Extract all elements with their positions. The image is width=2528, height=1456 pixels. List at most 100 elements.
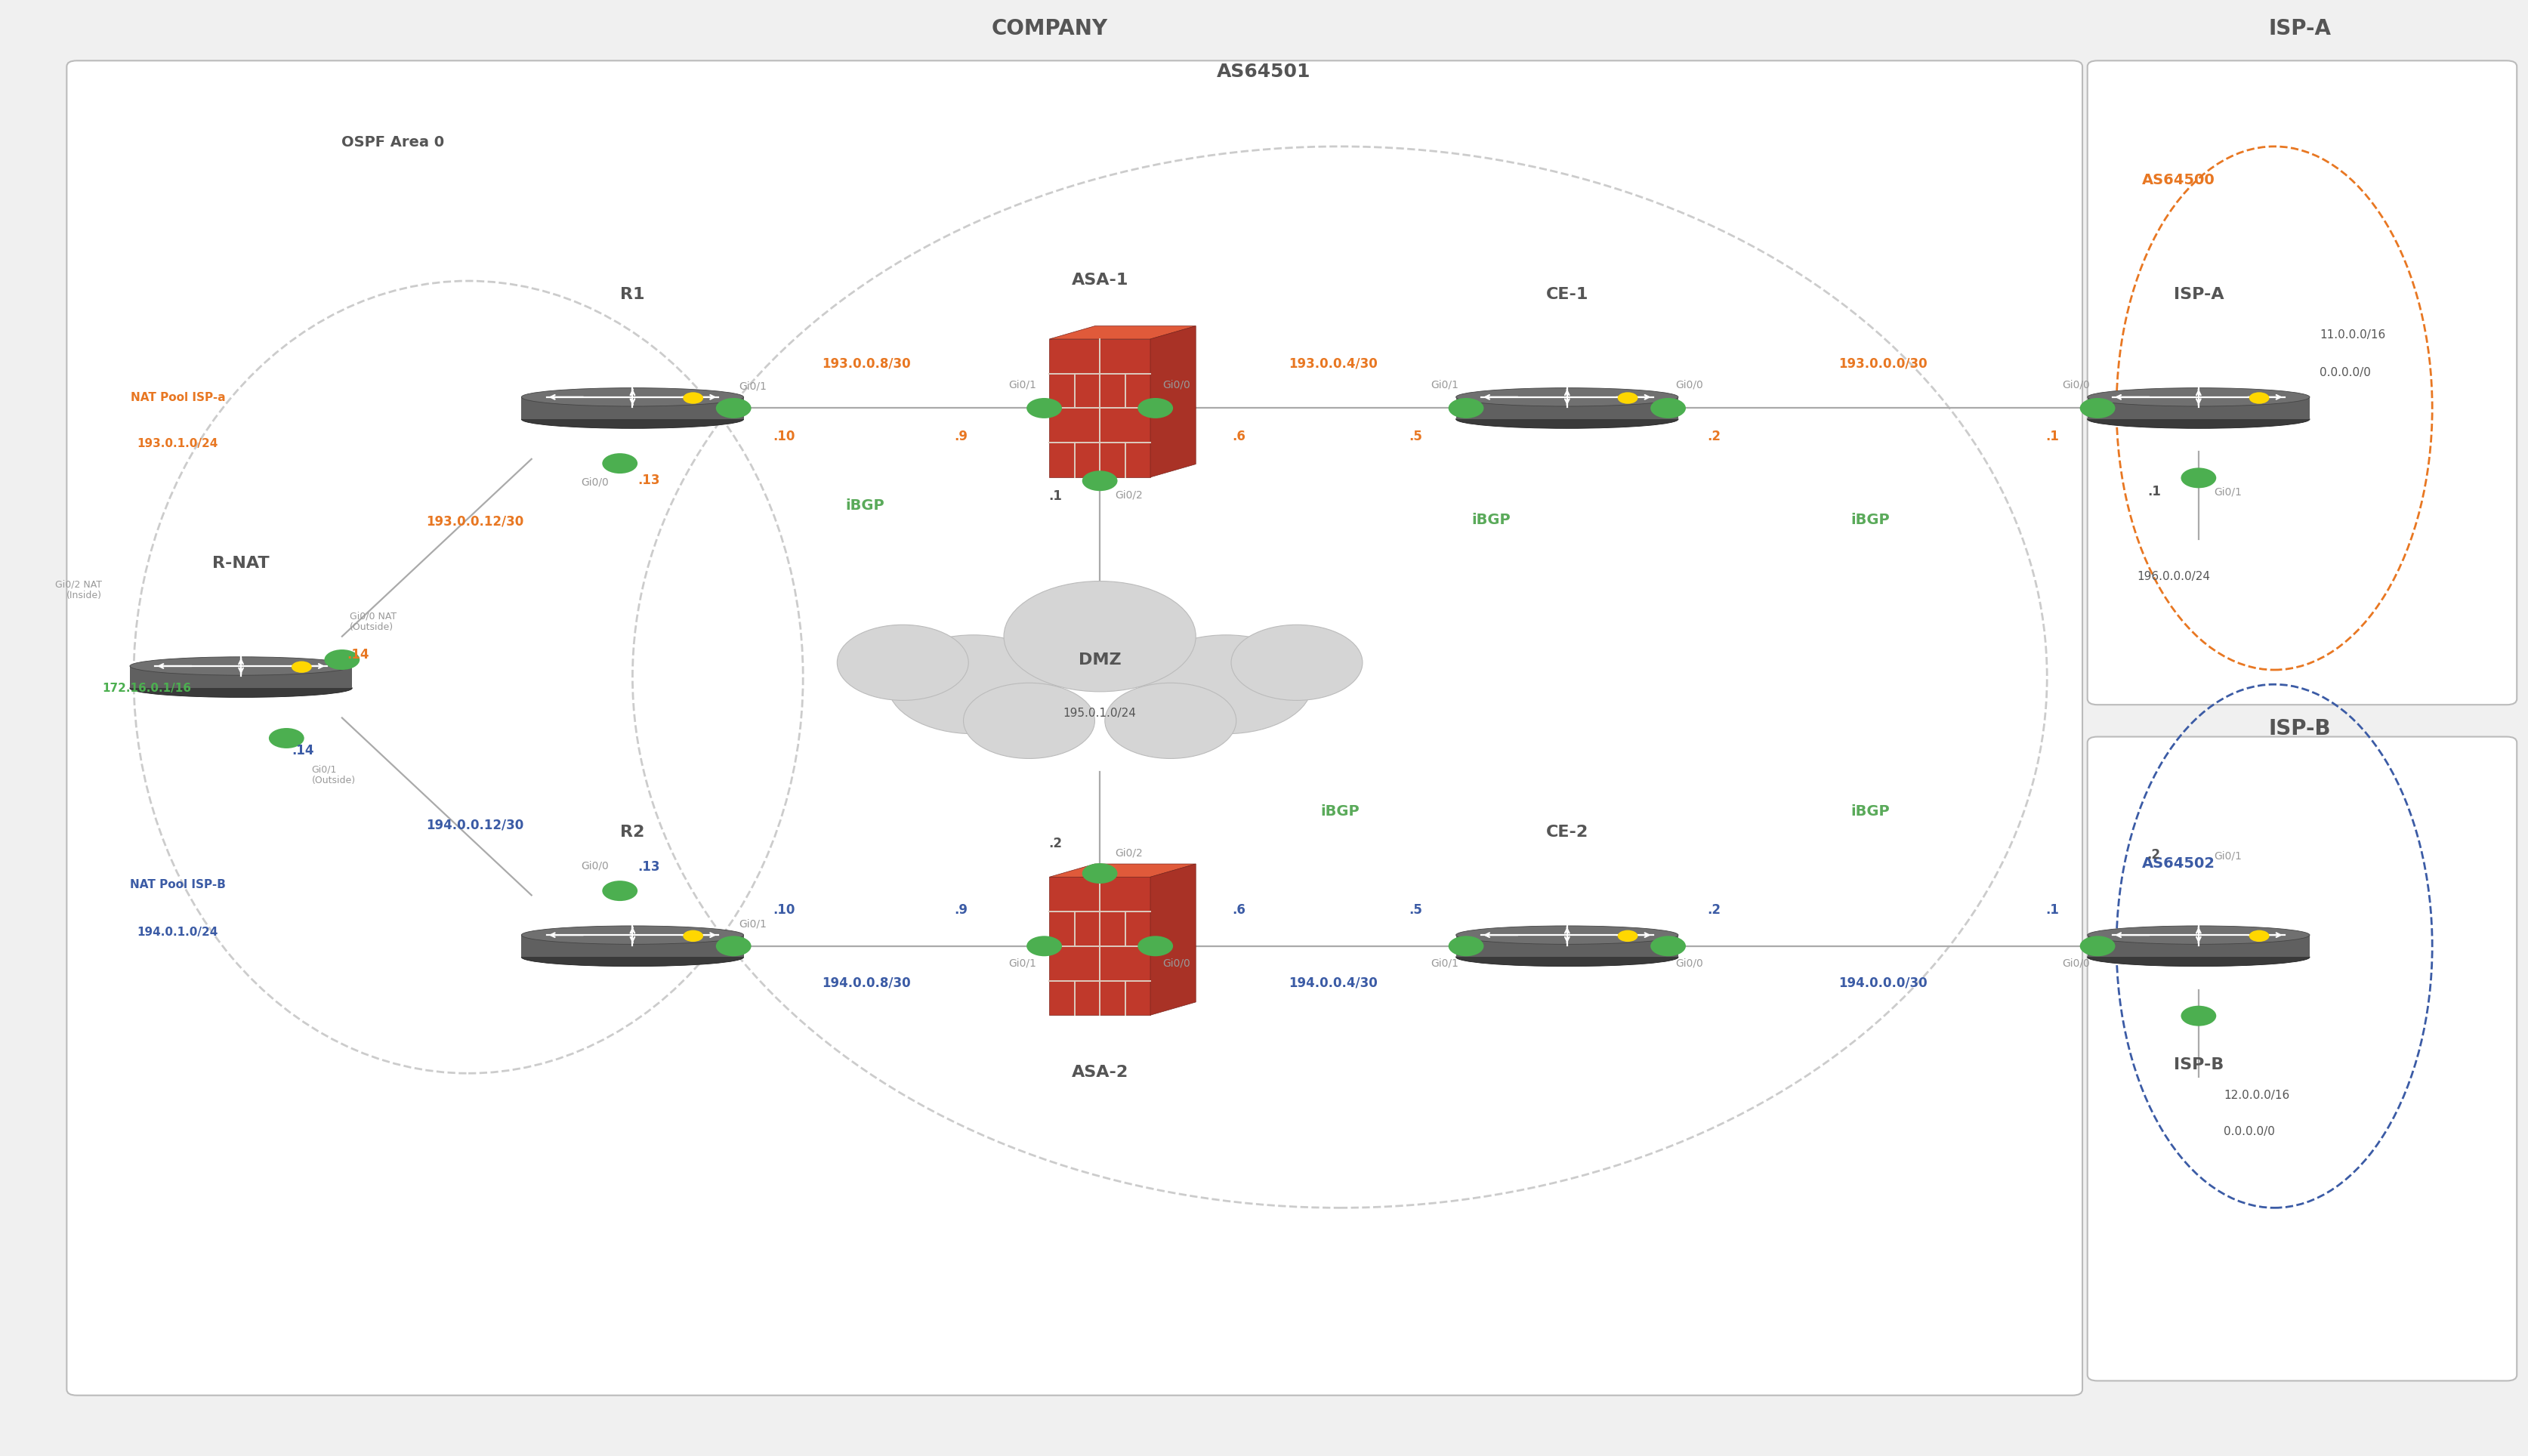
Circle shape	[1651, 936, 1686, 957]
Text: .2: .2	[1706, 904, 1722, 917]
Circle shape	[2250, 392, 2270, 403]
Text: Gi0/1: Gi0/1	[1431, 958, 1459, 968]
FancyBboxPatch shape	[2088, 61, 2518, 705]
Text: DMZ: DMZ	[1079, 652, 1122, 667]
Circle shape	[2182, 1006, 2217, 1026]
Ellipse shape	[1456, 948, 1679, 967]
Text: .1: .1	[2146, 485, 2161, 498]
Text: OSPF Area 0: OSPF Area 0	[341, 135, 445, 150]
Ellipse shape	[521, 948, 743, 967]
Polygon shape	[1150, 326, 1196, 478]
Circle shape	[715, 397, 751, 418]
Text: iBGP: iBGP	[1850, 513, 1891, 527]
Text: iBGP: iBGP	[844, 498, 885, 513]
Circle shape	[291, 661, 311, 673]
Text: Gi0/2: Gi0/2	[1115, 491, 1143, 501]
Text: NAT Pool ISP-B: NAT Pool ISP-B	[129, 879, 225, 890]
Circle shape	[715, 936, 751, 957]
Text: .6: .6	[1231, 430, 1246, 443]
Text: R2: R2	[619, 826, 645, 840]
Circle shape	[1618, 392, 1638, 403]
Polygon shape	[1456, 397, 1679, 419]
Ellipse shape	[2088, 926, 2311, 945]
Circle shape	[887, 635, 1059, 734]
Text: AS64502: AS64502	[2141, 856, 2215, 871]
Text: Gi0/1: Gi0/1	[2215, 850, 2242, 860]
Text: 193.0.0.8/30: 193.0.0.8/30	[822, 357, 910, 370]
Text: NAT Pool ISP-a: NAT Pool ISP-a	[131, 392, 225, 403]
Circle shape	[602, 453, 637, 473]
Circle shape	[963, 683, 1095, 759]
Text: iBGP: iBGP	[1850, 804, 1891, 818]
Text: R1: R1	[619, 287, 645, 301]
Ellipse shape	[129, 678, 351, 697]
Text: 193.0.0.12/30: 193.0.0.12/30	[425, 514, 523, 529]
Text: 12.0.0.0/16: 12.0.0.0/16	[2225, 1089, 2290, 1101]
Polygon shape	[1049, 863, 1196, 877]
Text: 11.0.0.0/16: 11.0.0.0/16	[2321, 329, 2386, 341]
Circle shape	[1449, 397, 1484, 418]
Ellipse shape	[1456, 411, 1679, 428]
Text: .13: .13	[637, 860, 660, 874]
Circle shape	[602, 881, 637, 901]
Text: 194.0.0.0/30: 194.0.0.0/30	[1838, 976, 1926, 990]
Circle shape	[1449, 936, 1484, 957]
Circle shape	[1651, 397, 1686, 418]
Text: .13: .13	[637, 473, 660, 486]
Text: Gi0/0: Gi0/0	[1163, 380, 1191, 390]
Text: 193.0.0.4/30: 193.0.0.4/30	[1289, 357, 1378, 370]
Text: Gi0/1: Gi0/1	[1431, 380, 1459, 390]
Text: 172.16.0.1/16: 172.16.0.1/16	[101, 683, 192, 695]
Circle shape	[1026, 936, 1062, 957]
Circle shape	[2081, 936, 2116, 957]
FancyBboxPatch shape	[66, 61, 2083, 1395]
Ellipse shape	[2088, 395, 2311, 399]
Circle shape	[1138, 397, 1173, 418]
Ellipse shape	[521, 387, 743, 406]
Polygon shape	[1049, 339, 1150, 478]
Text: Gi0/0: Gi0/0	[1676, 380, 1704, 390]
Text: .1: .1	[1049, 489, 1062, 502]
Ellipse shape	[2088, 948, 2311, 967]
Polygon shape	[521, 935, 743, 957]
Circle shape	[1105, 683, 1236, 759]
Text: ASA-2: ASA-2	[1072, 1064, 1127, 1080]
Text: ISP-A: ISP-A	[2174, 287, 2225, 301]
Polygon shape	[1150, 863, 1196, 1015]
Text: Gi0/0: Gi0/0	[1676, 958, 1704, 968]
Text: Gi0/1
(Outside): Gi0/1 (Outside)	[311, 764, 356, 785]
Polygon shape	[2088, 397, 2311, 419]
Ellipse shape	[521, 395, 743, 399]
Ellipse shape	[129, 657, 351, 676]
Text: Gi0/1: Gi0/1	[2215, 488, 2242, 498]
Ellipse shape	[521, 926, 743, 945]
Polygon shape	[129, 665, 351, 689]
Text: .2: .2	[1706, 430, 1722, 443]
Text: CE-1: CE-1	[1545, 287, 1588, 301]
Text: 0.0.0.0/0: 0.0.0.0/0	[2321, 367, 2371, 379]
Circle shape	[1138, 936, 1173, 957]
Text: AS64501: AS64501	[1216, 63, 1312, 80]
Text: .9: .9	[953, 430, 968, 443]
Text: .5: .5	[1408, 430, 1423, 443]
Text: Gi0/0: Gi0/0	[2063, 380, 2091, 390]
Text: 194.0.1.0/24: 194.0.1.0/24	[137, 927, 217, 938]
Text: 196.0.0.0/24: 196.0.0.0/24	[2136, 571, 2209, 582]
Circle shape	[1082, 863, 1117, 884]
Text: 194.0.0.4/30: 194.0.0.4/30	[1289, 976, 1378, 990]
Text: iBGP: iBGP	[1471, 513, 1512, 527]
Circle shape	[837, 625, 968, 700]
Text: ISP-B: ISP-B	[2268, 718, 2331, 740]
Text: Gi0/0 NAT
(Outside): Gi0/0 NAT (Outside)	[349, 612, 397, 632]
Circle shape	[2081, 397, 2116, 418]
Circle shape	[1231, 625, 1363, 700]
Ellipse shape	[521, 933, 743, 938]
Text: ASA-1: ASA-1	[1072, 272, 1127, 288]
Text: 194.0.0.8/30: 194.0.0.8/30	[822, 976, 910, 990]
Ellipse shape	[2088, 411, 2311, 428]
Ellipse shape	[1456, 395, 1679, 399]
Text: Gi0/2 NAT
(Inside): Gi0/2 NAT (Inside)	[56, 579, 101, 600]
Ellipse shape	[1456, 387, 1679, 406]
Text: 193.0.1.0/24: 193.0.1.0/24	[137, 438, 217, 450]
Text: Gi0/0: Gi0/0	[1163, 958, 1191, 968]
